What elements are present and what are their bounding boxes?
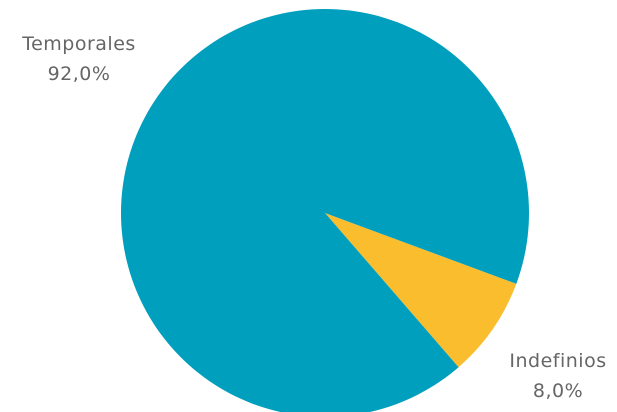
- slice-percent-indefinios: 8,0%: [533, 380, 583, 402]
- slice-percent-temporales: 92,0%: [48, 63, 111, 85]
- label-indefinios: Indefinios 8,0%: [509, 350, 606, 402]
- pie-slice-indefinios: [325, 213, 517, 368]
- slices-layer: [121, 9, 529, 412]
- slice-label-indefinios: Indefinios: [509, 350, 606, 372]
- slice-label-temporales: Temporales: [21, 33, 136, 55]
- label-temporales: Temporales 92,0%: [21, 33, 136, 85]
- pie-slice-temporales: [121, 9, 529, 412]
